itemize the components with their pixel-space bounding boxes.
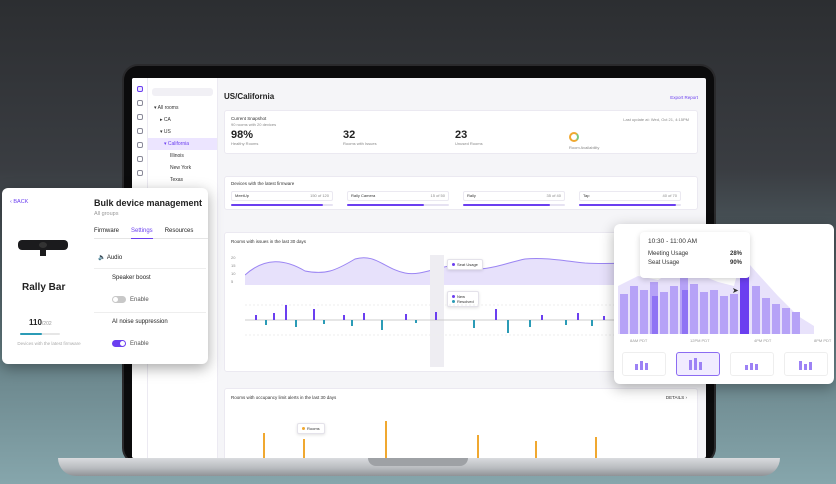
laptop-base: [58, 458, 780, 476]
occupancy-chart-title: Rooms with occupancy limit alerts in the…: [231, 395, 337, 400]
firmware-progress-bar: [20, 333, 60, 335]
divider: [94, 268, 206, 269]
y-tick: 20: [231, 255, 236, 260]
audio-section: 🔈 Audio: [98, 255, 123, 261]
y-tick: 10: [231, 271, 236, 276]
metric-unused: 23 Unused Rooms: [455, 129, 483, 146]
tooltip-time: 10:30 - 11:00 AM: [648, 238, 698, 245]
tab-resources[interactable]: Resources: [164, 228, 194, 234]
y-tick: 5: [231, 279, 234, 284]
tree-node-new-york[interactable]: New York: [170, 165, 192, 171]
home-icon[interactable]: [136, 100, 143, 106]
noise-suppression-toggle[interactable]: [112, 340, 126, 347]
speaker-boost-toggle[interactable]: [112, 296, 126, 303]
x-tick: 4PM PDT: [754, 338, 772, 343]
thumbnail[interactable]: [784, 352, 828, 376]
gear-icon[interactable]: [136, 170, 143, 176]
tooltip-row-meeting: Meeting Usage 28%: [648, 251, 742, 257]
back-button[interactable]: ‹ BACK: [10, 199, 29, 205]
speaker-boost-label: Speaker boost: [112, 275, 151, 281]
firmware-item-tap[interactable]: Tap 40 of 70: [579, 191, 681, 206]
thumbnail[interactable]: [622, 352, 666, 376]
snapshot-title: Current Snapshot: [231, 116, 267, 121]
new-resolved-legend: New Resolved: [447, 291, 479, 307]
panel-subtitle: All groups: [94, 211, 119, 217]
rooms-legend: Rooms: [297, 423, 325, 434]
rally-bar-image: [18, 238, 68, 256]
snapshot-subtitle: 90 rooms with 20 devices: [231, 122, 277, 127]
tree-node-illinois[interactable]: Illinois: [170, 153, 184, 159]
tooltip-row-seat: Seat Usage 90%: [648, 260, 742, 266]
cursor-icon: ➤: [732, 286, 739, 295]
tree-node-us[interactable]: ▾ US: [160, 129, 171, 135]
device-note: Devices with the latest firmware: [17, 341, 81, 346]
y-tick: 15: [231, 263, 236, 268]
availability-ring-icon: [569, 132, 579, 142]
x-tick: 8AM PDT: [630, 338, 648, 343]
metric-issues: 32 Rooms with Issues: [343, 129, 377, 146]
details-link[interactable]: DETAILS ›: [665, 395, 687, 400]
firmware-title: Devices with the latest firmware: [231, 181, 295, 186]
device-name: Rally Bar: [22, 282, 66, 293]
tree-node-all-rooms[interactable]: ▾ All rooms: [154, 105, 179, 111]
speaker-icon: 🔈: [98, 255, 106, 261]
pin-icon[interactable]: [136, 156, 143, 162]
export-report-link[interactable]: Export Report: [670, 95, 698, 100]
thumbnail-strip: [622, 352, 830, 378]
tree-node-ca[interactable]: ▸ CA: [160, 117, 171, 123]
calendar-icon[interactable]: [136, 114, 143, 120]
issues-chart-title: Rooms with issues in the last 30 days: [231, 239, 307, 244]
firmware-card: Devices with the latest firmware MeetUp 1…: [224, 176, 698, 210]
metric-healthy: 98% Healthy Rooms: [231, 129, 259, 146]
panel-tabs: Firmware Settings Resources: [94, 228, 208, 239]
tree-node-california[interactable]: ▾ California: [148, 138, 217, 150]
hover-column: [430, 255, 444, 367]
laptop-notch: [368, 458, 468, 466]
noise-suppression-label: AI noise suppression: [112, 319, 168, 325]
noise-suppression-setting: Enable: [112, 340, 149, 347]
cloud-icon[interactable]: [136, 128, 143, 134]
usage-panel: 10:30 - 11:00 AM Meeting Usage 28% Seat U…: [614, 224, 834, 384]
page-title: US/California: [224, 92, 275, 101]
tab-settings[interactable]: Settings: [131, 228, 153, 239]
monitor-icon[interactable]: [136, 142, 143, 148]
speaker-boost-setting: Enable: [112, 296, 149, 303]
tree-search-input[interactable]: [152, 88, 213, 96]
firmware-item-meetup[interactable]: MeetUp 150 of 120: [231, 191, 333, 206]
thumbnail-selected[interactable]: [676, 352, 720, 376]
usage-tooltip: 10:30 - 11:00 AM Meeting Usage 28% Seat U…: [640, 232, 750, 278]
firmware-item-rally-camera[interactable]: Rally Camera 15 of 50: [347, 191, 449, 206]
divider: [94, 312, 206, 313]
panel-title: Bulk device management: [94, 198, 203, 208]
tree-node-texas[interactable]: Texas: [170, 177, 184, 183]
occupancy-bar-chart: [263, 421, 597, 458]
firmware-item-rally[interactable]: Rally 35 of 40: [463, 191, 565, 206]
seat-usage-legend: Seat Usage: [447, 259, 483, 270]
x-tick: 12PM PDT: [690, 338, 710, 343]
device-count: 110/202: [29, 318, 52, 327]
x-tick: 8PM PDT: [814, 338, 832, 343]
occupancy-chart-card: Rooms with occupancy limit alerts in the…: [224, 388, 698, 458]
bulk-device-panel: ‹ BACK Bulk device management All groups…: [2, 188, 208, 364]
metric-availability: Room Availability: [569, 132, 669, 150]
tab-firmware[interactable]: Firmware: [94, 228, 119, 234]
snapshot-updated: Last update at: Wed, Oct 21, 4:15PM: [623, 117, 689, 122]
thumbnail[interactable]: [730, 352, 774, 376]
snapshot-card: Current Snapshot 90 rooms with 20 device…: [224, 110, 698, 154]
logo-icon[interactable]: [136, 86, 143, 92]
